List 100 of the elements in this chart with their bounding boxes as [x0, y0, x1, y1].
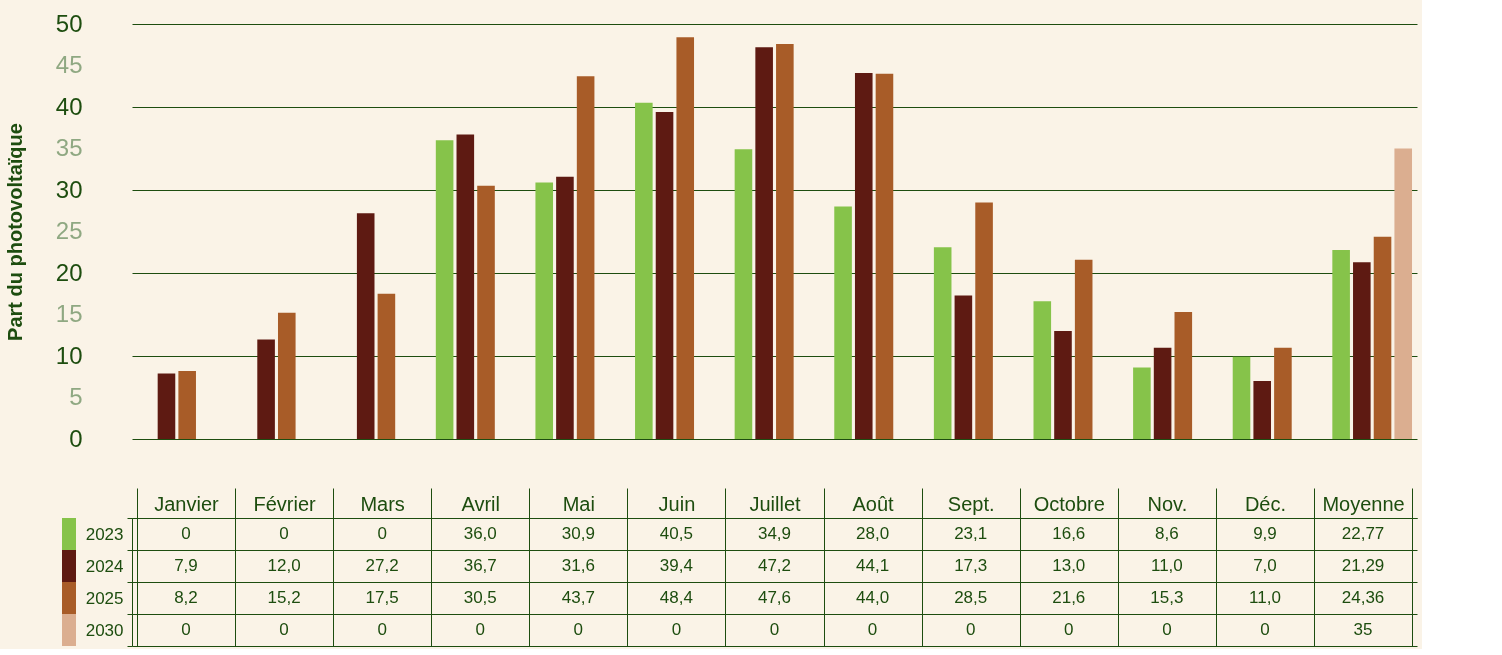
data-label: 12,0 [267, 556, 301, 575]
bar [1373, 236, 1392, 439]
y-tick-label: 25 [55, 217, 83, 244]
bar [1133, 367, 1151, 439]
y-tick-label: 15 [55, 300, 83, 327]
data-label: 24,36 [1341, 588, 1385, 607]
data-label: 0 [279, 620, 289, 639]
data-label: 0 [279, 524, 289, 543]
data-label: 34,9 [757, 524, 792, 543]
data-label: 28,5 [954, 588, 988, 607]
data-label: 21,29 [1341, 556, 1385, 575]
data-label: 22,77 [1341, 524, 1385, 543]
data-label: 48,4 [659, 588, 693, 607]
data-label: 0 [867, 620, 878, 639]
data-label: 0 [377, 620, 387, 639]
bar [157, 373, 176, 439]
x-tick-label: Nov. [1147, 492, 1188, 515]
bar [456, 134, 475, 439]
bar [834, 206, 852, 439]
data-label: 0 [1162, 620, 1172, 639]
y-tick-label: 40 [55, 92, 83, 120]
x-tick-label: Juin [658, 492, 696, 515]
legend-label: 2023 [85, 524, 124, 544]
data-label: 0 [671, 620, 682, 639]
bar [356, 213, 375, 439]
bar [755, 47, 773, 439]
data-label: 0 [769, 620, 780, 639]
bar [954, 295, 973, 439]
data-label: 28,0 [856, 524, 890, 543]
data-label: 7,9 [174, 556, 198, 575]
data-label: 0 [1064, 620, 1074, 639]
bar [257, 339, 275, 439]
data-label: 13,0 [1052, 556, 1086, 575]
bar [734, 149, 753, 439]
bar [556, 176, 574, 439]
x-tick-label: Janvier [154, 492, 220, 515]
bar [635, 102, 653, 439]
data-label: 0 [181, 524, 191, 543]
data-label: 23,1 [954, 524, 988, 543]
bar [178, 370, 196, 439]
x-tick-label: Mai [562, 492, 595, 515]
y-tick-label: 30 [55, 175, 83, 203]
data-label: 47,2 [757, 556, 792, 575]
bar [655, 111, 674, 439]
data-label: 40,5 [659, 524, 693, 543]
bar [1232, 356, 1251, 439]
data-label: 0 [965, 620, 976, 639]
data-label: 17,5 [365, 588, 399, 607]
bar [1274, 347, 1292, 439]
data-label: 30,5 [463, 588, 497, 607]
data-label: 9,9 [1253, 524, 1277, 543]
data-label: 17,3 [954, 556, 988, 575]
bar [1074, 259, 1093, 439]
bar [676, 37, 695, 439]
bar [1054, 331, 1072, 439]
y-tick-label: 50 [55, 9, 83, 37]
x-tick-label: Juillet [749, 492, 802, 515]
data-label: 0 [181, 620, 191, 639]
x-tick-label: Déc. [1244, 492, 1287, 515]
bar [1153, 347, 1172, 439]
data-label: 16,6 [1052, 524, 1086, 543]
x-tick-label: Moyenne [1322, 492, 1405, 515]
bar [1332, 250, 1350, 439]
legend-label: 2025 [85, 588, 124, 608]
data-label: 15,3 [1150, 588, 1184, 607]
bar [1033, 301, 1052, 439]
y-tick-label: 20 [55, 258, 83, 286]
data-label: 30,9 [561, 524, 595, 543]
data-label: 11,0 [1150, 556, 1183, 575]
bar [277, 312, 296, 439]
y-tick-label: 45 [55, 51, 83, 78]
data-label: 0 [1260, 620, 1270, 639]
bar [1394, 148, 1413, 439]
data-label: 36,0 [463, 524, 497, 543]
y-tick-label: 35 [55, 134, 83, 161]
x-tick-label: Février [253, 492, 316, 515]
data-label: 36,7 [463, 556, 497, 575]
bar [1253, 380, 1272, 439]
bar [933, 247, 952, 439]
y-tick-label: 5 [69, 383, 83, 410]
legend-label: 2024 [85, 556, 124, 576]
data-label: 8,2 [174, 588, 198, 607]
bar [435, 140, 454, 439]
data-label: 7,0 [1253, 556, 1277, 575]
x-tick-label: Sept. [947, 492, 995, 515]
data-label: 0 [377, 524, 387, 543]
x-tick-label: Août [852, 492, 895, 515]
data-label: 39,4 [659, 556, 693, 575]
y-axis-title: Part du photovoltaïque [3, 123, 26, 341]
y-tick-label: 0 [69, 424, 83, 452]
x-tick-label: Avril [461, 492, 500, 515]
bar [576, 76, 595, 439]
data-label: 15,2 [267, 588, 301, 607]
data-label: 35 [1353, 620, 1373, 639]
bar [477, 185, 495, 439]
data-label: 0 [475, 620, 485, 639]
bar [1174, 312, 1193, 439]
data-label: 27,2 [365, 556, 399, 575]
data-label: 21,6 [1052, 588, 1086, 607]
bar [1353, 262, 1371, 439]
